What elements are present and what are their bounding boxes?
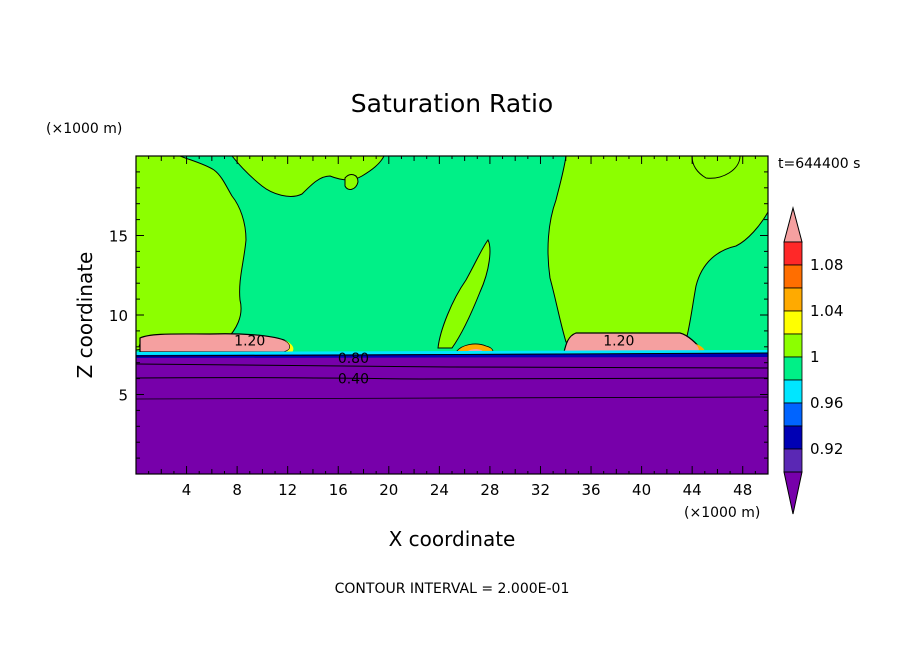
colorbar-tick-label: 1: [810, 348, 820, 366]
contour-label: 0.40: [338, 372, 369, 388]
x-tick-label: 44: [683, 481, 702, 499]
x-tick-label: 40: [632, 481, 651, 499]
colorbar-bottom-triangle: [783, 471, 803, 515]
x-tick-label: 16: [329, 481, 348, 499]
plot-field: [136, 156, 768, 474]
y-tick-label: 5: [118, 387, 128, 405]
region-left-supersaturated: [136, 156, 247, 351]
y-unit-label: (×1000 m): [46, 121, 122, 137]
x-tick-label: 12: [278, 481, 297, 499]
contour-label: 1.20: [603, 333, 634, 349]
colorbar-tick-label: 1.04: [810, 302, 843, 320]
colorbar-tick-label: 1.08: [810, 256, 843, 274]
x-unit-label: (×1000 m): [684, 505, 760, 521]
y-axis-ticks: 5 10 15: [109, 171, 768, 459]
x-axis-ticks: 4 8 12 16 20 24 28 32 36 40 44 48: [148, 156, 756, 499]
region-upper-green-patch: [344, 174, 359, 190]
x-tick-label: 20: [379, 481, 398, 499]
cloud-left: [139, 333, 291, 353]
cloud-left-fringe: [284, 340, 294, 354]
colorbar-band: [783, 310, 803, 335]
colorbar: 1.08 1.04 1 0.96 0.92: [783, 206, 843, 515]
colorbar-top-triangle: [783, 206, 803, 243]
y-tick-label: 10: [109, 307, 128, 325]
contour-line-040: [136, 377, 768, 380]
x-tick-label: 4: [182, 481, 192, 499]
region-central-filament: [437, 239, 491, 349]
region-upper-left-supersaturated: [231, 156, 385, 197]
colorbar-band: [783, 425, 803, 450]
colorbar-tick-label: 0.92: [810, 440, 843, 458]
cloud-right-fringe: [696, 344, 705, 352]
time-label: t=644400 s: [778, 156, 860, 172]
x-tick-label: 48: [733, 481, 752, 499]
region-top-right-patch: [691, 156, 741, 179]
x-tick-label: 24: [430, 481, 449, 499]
contour-line-low: [136, 396, 768, 400]
colorbar-band: [783, 379, 803, 404]
y-axis-label: Z coordinate: [73, 252, 97, 379]
x-tick-label: 32: [531, 481, 550, 499]
contour-labels: 1.20 1.20 0.80 0.40: [234, 333, 634, 387]
colorbar-band: [783, 241, 803, 266]
y-tick-label: 15: [109, 228, 128, 246]
x-axis-label: X coordinate: [389, 527, 516, 551]
colorbar-band: [783, 402, 803, 427]
colorbar-band: [783, 448, 803, 473]
colorbar-band: [783, 356, 803, 381]
contour-interval-note: CONTOUR INTERVAL = 2.000E-01: [335, 581, 570, 597]
x-tick-label: 36: [581, 481, 600, 499]
x-tick-label: 28: [480, 481, 499, 499]
dry-layer: [136, 357, 768, 474]
contour-line-top: [136, 352, 768, 357]
contour-line-080: [136, 363, 768, 369]
contour-label: 1.20: [234, 333, 265, 349]
colorbar-band: [783, 264, 803, 289]
x-tick-label: 8: [232, 481, 242, 499]
colorbar-tick-label: 0.96: [810, 394, 843, 412]
contour-label: 0.80: [338, 351, 369, 367]
colorbar-band: [783, 287, 803, 312]
colorbar-band: [783, 333, 803, 358]
chart-title: Saturation Ratio: [351, 89, 553, 118]
